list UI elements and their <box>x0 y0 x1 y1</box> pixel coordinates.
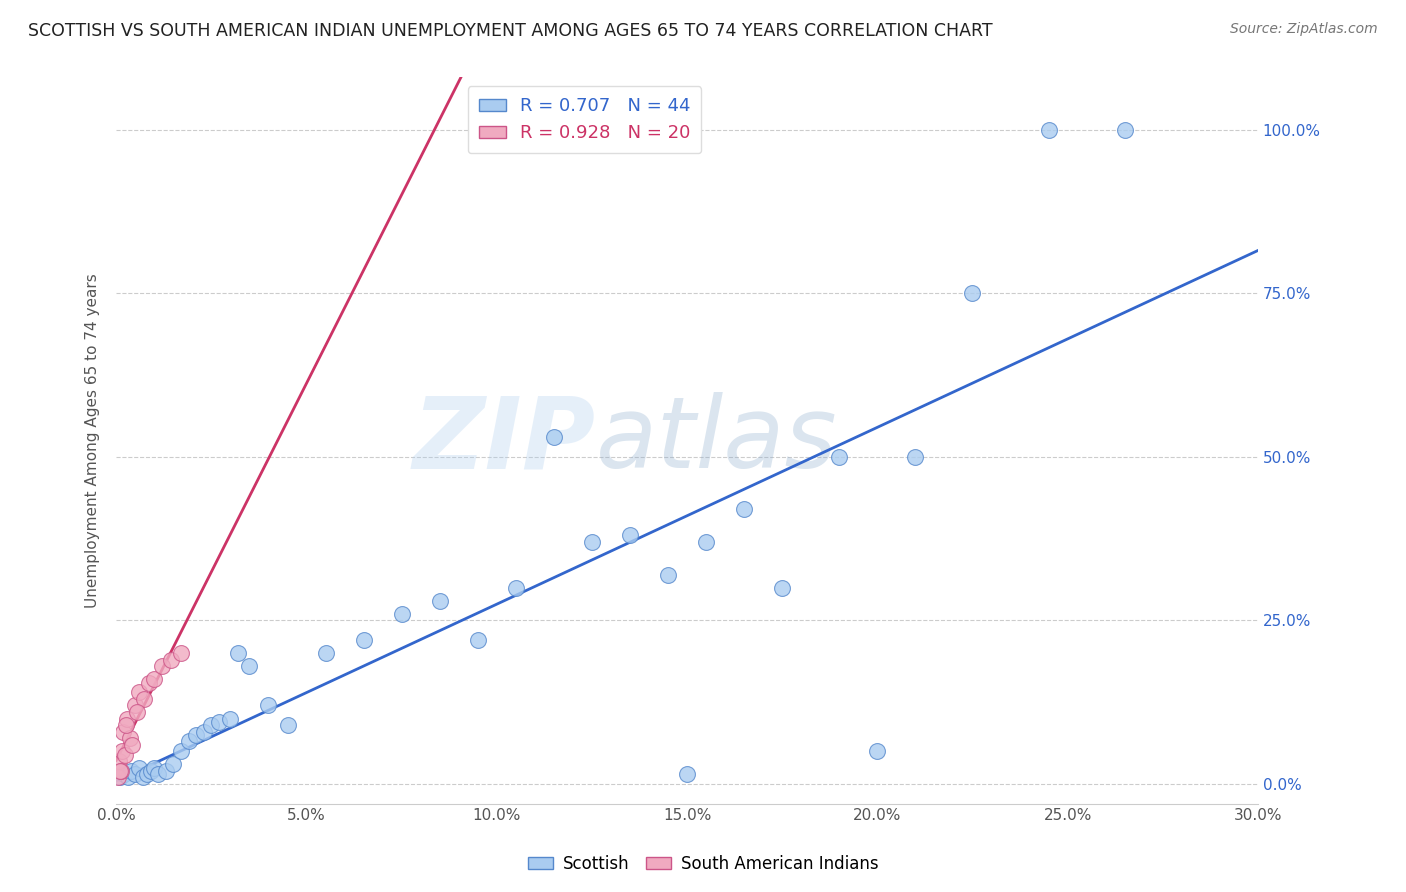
Legend: R = 0.707   N = 44, R = 0.928   N = 20: R = 0.707 N = 44, R = 0.928 N = 20 <box>468 87 702 153</box>
Point <box>112 724 135 739</box>
Point <box>581 535 603 549</box>
Point <box>135 767 157 781</box>
Point <box>315 646 337 660</box>
Point <box>200 718 222 732</box>
Point <box>353 633 375 648</box>
Point <box>162 757 184 772</box>
Point <box>107 771 129 785</box>
Point <box>505 581 527 595</box>
Point <box>108 771 131 785</box>
Point <box>110 764 132 778</box>
Point <box>139 764 162 778</box>
Point <box>467 633 489 648</box>
Point <box>828 450 851 464</box>
Y-axis label: Unemployment Among Ages 65 to 74 years: Unemployment Among Ages 65 to 74 years <box>86 273 100 608</box>
Text: ZIP: ZIP <box>413 392 596 489</box>
Point <box>208 714 231 729</box>
Point <box>138 675 160 690</box>
Point <box>170 646 193 660</box>
Text: atlas: atlas <box>596 392 838 489</box>
Point <box>155 764 177 778</box>
Point <box>219 712 242 726</box>
Point <box>121 738 143 752</box>
Point <box>132 771 155 785</box>
Point <box>619 528 641 542</box>
Point <box>114 718 136 732</box>
Point <box>111 744 134 758</box>
Point <box>193 724 215 739</box>
Point <box>543 430 565 444</box>
Point <box>146 767 169 781</box>
Point <box>124 767 146 781</box>
Point <box>657 567 679 582</box>
Point <box>866 744 889 758</box>
Point <box>128 761 150 775</box>
Point <box>115 712 138 726</box>
Point <box>114 747 136 762</box>
Point <box>108 754 131 768</box>
Legend: Scottish, South American Indians: Scottish, South American Indians <box>520 848 886 880</box>
Point <box>238 659 260 673</box>
Point <box>1038 122 1060 136</box>
Point <box>124 698 146 713</box>
Point <box>118 731 141 746</box>
Point <box>226 646 249 660</box>
Point <box>770 581 793 595</box>
Point <box>117 771 139 785</box>
Point <box>121 764 143 778</box>
Point <box>143 761 166 775</box>
Point <box>128 685 150 699</box>
Point <box>170 744 193 758</box>
Point <box>127 705 149 719</box>
Point <box>276 718 298 732</box>
Point <box>1114 122 1136 136</box>
Point <box>143 673 166 687</box>
Point <box>150 659 173 673</box>
Point <box>257 698 280 713</box>
Point <box>676 767 699 781</box>
Point <box>695 535 717 549</box>
Point <box>108 764 131 778</box>
Point <box>186 728 208 742</box>
Point <box>429 594 451 608</box>
Point <box>112 767 135 781</box>
Text: SCOTTISH VS SOUTH AMERICAN INDIAN UNEMPLOYMENT AMONG AGES 65 TO 74 YEARS CORRELA: SCOTTISH VS SOUTH AMERICAN INDIAN UNEMPL… <box>28 22 993 40</box>
Point <box>160 653 183 667</box>
Point <box>177 734 200 748</box>
Point <box>962 286 984 301</box>
Point <box>391 607 413 621</box>
Point <box>733 502 755 516</box>
Text: Source: ZipAtlas.com: Source: ZipAtlas.com <box>1230 22 1378 37</box>
Point <box>132 692 155 706</box>
Point <box>904 450 927 464</box>
